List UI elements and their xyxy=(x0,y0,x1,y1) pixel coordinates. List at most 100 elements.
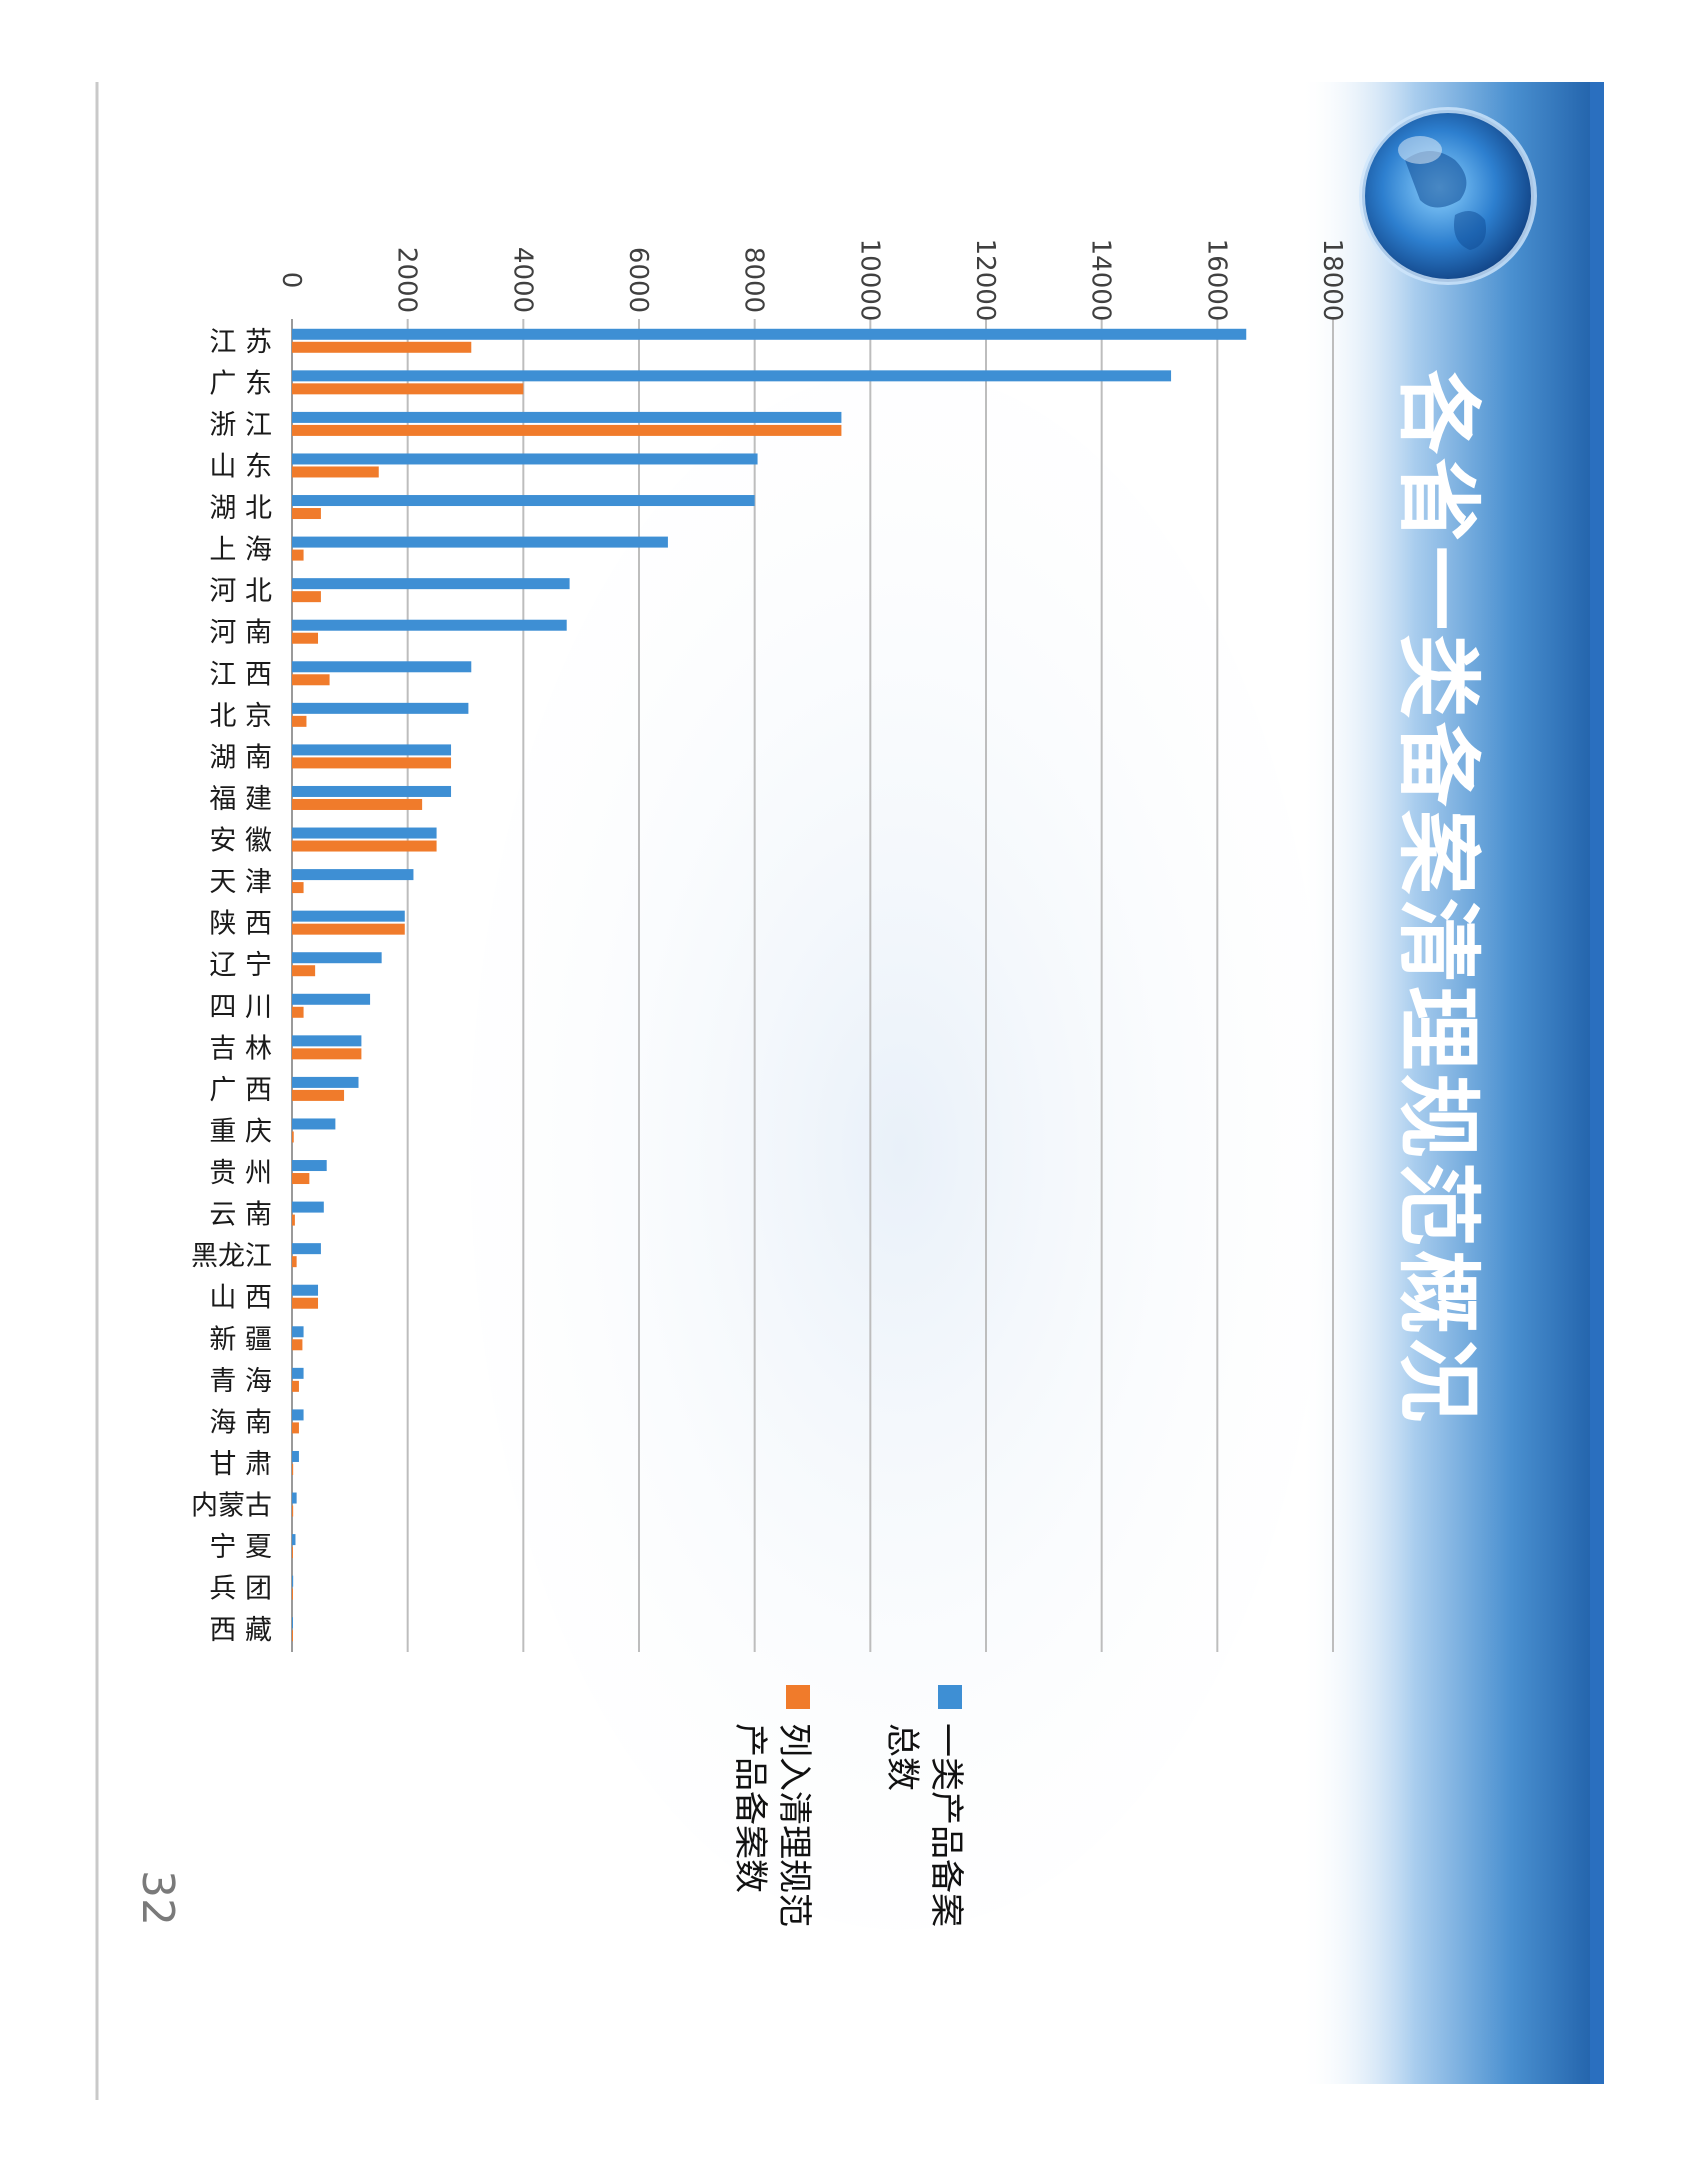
bar-listed xyxy=(292,1463,294,1475)
globe-icon xyxy=(1359,107,1537,285)
bar-listed xyxy=(292,674,330,686)
bar-total xyxy=(292,495,755,507)
bar-listed xyxy=(292,383,524,395)
x-tick-label: 8000 xyxy=(739,247,769,313)
category-label: 福 建 xyxy=(209,784,272,815)
bar-total xyxy=(292,952,382,964)
bar-total xyxy=(292,869,414,881)
bar-total xyxy=(292,1035,362,1047)
bar-listed xyxy=(292,923,405,935)
category-label: 海 南 xyxy=(209,1407,272,1438)
category-label: 山 西 xyxy=(209,1283,272,1314)
category-label: 广 西 xyxy=(209,1075,272,1106)
category-label: 湖 北 xyxy=(209,493,272,524)
title-band-edge xyxy=(1590,82,1604,2084)
bar-listed xyxy=(292,1588,293,1600)
category-label: 新 疆 xyxy=(209,1324,272,1355)
bar-listed xyxy=(292,1380,299,1392)
bar-listed xyxy=(292,1173,310,1185)
category-label: 安 徽 xyxy=(209,826,272,857)
category-label: 吉 林 xyxy=(209,1033,272,1064)
category-label: 兵 团 xyxy=(209,1574,272,1605)
bar-listed xyxy=(292,1256,297,1268)
bar-total xyxy=(292,1076,359,1088)
x-tick-label: 16000 xyxy=(1201,239,1231,322)
bar-total xyxy=(292,1575,294,1587)
bar-total xyxy=(292,619,567,631)
bar-total xyxy=(292,910,405,922)
bar-total xyxy=(292,1160,327,1172)
bar-total xyxy=(292,1201,324,1213)
x-tick-label: 6000 xyxy=(623,247,653,313)
bar-total xyxy=(292,1118,336,1130)
x-tick-label: 14000 xyxy=(1086,239,1116,322)
category-label: 浙 江 xyxy=(209,410,272,441)
x-tick-label: 2000 xyxy=(392,247,422,313)
category-label: 宁 夏 xyxy=(209,1532,272,1563)
bar-total xyxy=(292,785,452,797)
x-tick-label: 18000 xyxy=(1317,239,1347,322)
legend-label-listed: 产品备案数 xyxy=(730,1723,770,1893)
bar-total xyxy=(292,370,1172,382)
legend-label-total: 总数 xyxy=(882,1723,922,1791)
bar-total xyxy=(292,453,758,465)
bar-total xyxy=(292,1409,304,1421)
bar-listed xyxy=(292,341,472,353)
bar-listed xyxy=(292,1089,345,1101)
category-label: 青 海 xyxy=(209,1366,272,1397)
bar-listed xyxy=(292,591,321,603)
category-label: 上 海 xyxy=(209,535,272,566)
bar-listed xyxy=(292,1505,294,1517)
category-label: 湖 南 xyxy=(209,742,272,773)
bar-listed xyxy=(292,1214,295,1226)
bar-total xyxy=(292,411,842,423)
category-label: 贵 州 xyxy=(209,1158,272,1189)
bar-listed xyxy=(292,1339,303,1351)
bar-listed xyxy=(292,798,423,810)
x-tick-label: 4000 xyxy=(507,247,537,313)
category-label: 陕 西 xyxy=(209,909,272,940)
x-tick-label: 10000 xyxy=(854,239,884,322)
category-label: 黑龙江 xyxy=(191,1241,272,1272)
bar-listed xyxy=(292,632,319,644)
bar-listed xyxy=(292,1547,293,1559)
bar-total xyxy=(292,661,472,673)
category-label: 山 东 xyxy=(209,451,272,482)
category-label: 广 东 xyxy=(209,368,272,399)
bar-total xyxy=(292,1450,299,1462)
bar-listed xyxy=(292,466,379,478)
bar-total xyxy=(292,1243,321,1255)
bar-listed xyxy=(292,1630,293,1642)
bar-total xyxy=(292,993,371,1005)
bar-total xyxy=(292,827,437,839)
category-label: 云 南 xyxy=(209,1200,272,1231)
category-label: 西 藏 xyxy=(209,1615,272,1646)
bar-listed xyxy=(292,424,842,436)
category-label: 江 苏 xyxy=(209,327,272,358)
legend-label-listed: 列入清理规范 xyxy=(774,1723,814,1927)
bar-listed xyxy=(292,1297,319,1309)
bar-total xyxy=(292,328,1247,340)
category-label: 北 京 xyxy=(209,701,272,732)
category-label: 四 川 xyxy=(209,992,272,1023)
bar-total xyxy=(292,578,570,590)
bar-listed xyxy=(292,882,304,894)
legend-swatch-total xyxy=(938,1685,962,1709)
legend-label-total: 一类产品备案 xyxy=(926,1723,966,1927)
bar-listed xyxy=(292,757,452,769)
bar-listed xyxy=(292,1006,304,1018)
category-label: 内蒙古 xyxy=(191,1491,272,1522)
category-label: 江 西 xyxy=(209,659,272,690)
x-tick-label: 0 xyxy=(276,272,306,289)
title-band xyxy=(1300,82,1602,2084)
legend-swatch-listed xyxy=(786,1685,810,1709)
bar-listed xyxy=(292,1048,362,1060)
category-label: 天 津 xyxy=(209,867,272,898)
category-label: 辽 宁 xyxy=(209,950,272,981)
bar-listed xyxy=(292,508,321,520)
page-number: 32 xyxy=(132,1870,183,1926)
bar-listed xyxy=(292,965,316,977)
category-label: 河 北 xyxy=(209,576,272,607)
